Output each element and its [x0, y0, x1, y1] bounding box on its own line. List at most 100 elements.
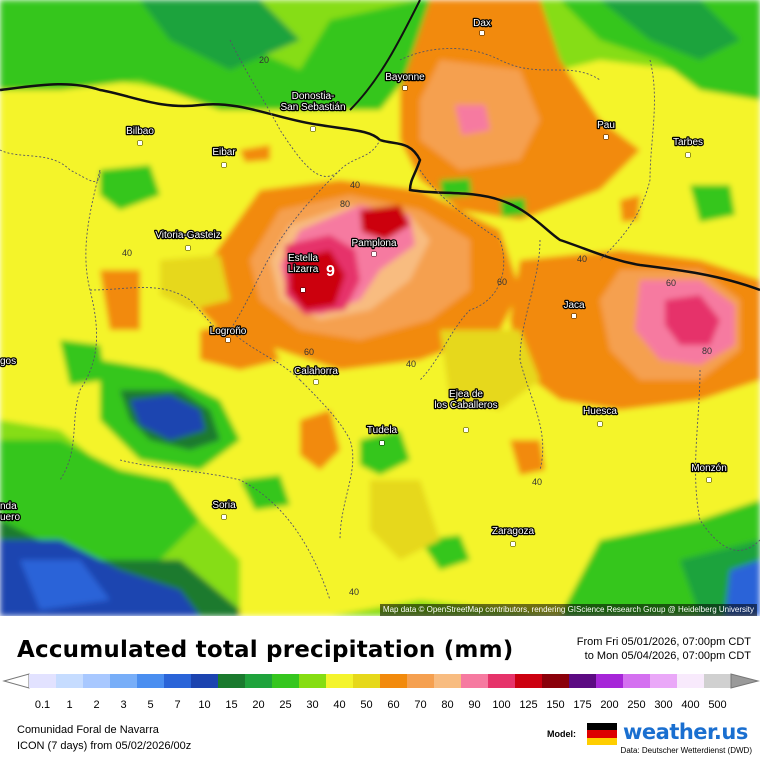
- contour-label: 60: [304, 347, 314, 357]
- scale-swatch: [353, 674, 381, 688]
- city-marker: [706, 477, 712, 483]
- scale-swatch: [218, 674, 246, 688]
- scale-tick-label: 0.1: [35, 699, 50, 711]
- city-label: Pau: [597, 120, 615, 131]
- city-label: Estella Lizarra: [288, 253, 319, 275]
- contour-label: 40: [350, 180, 360, 190]
- scale-swatch: [272, 674, 300, 688]
- scale-tick-label: 5: [147, 699, 153, 711]
- city-label: Dax: [473, 18, 491, 29]
- map-attribution: Map data © OpenStreetMap contributors, r…: [379, 604, 757, 616]
- scale-tick-label: 200: [600, 699, 618, 711]
- contour-label: 60: [666, 278, 676, 288]
- contour-label: 40: [349, 587, 359, 597]
- city-label: Jaca: [563, 300, 585, 311]
- city-marker: [597, 421, 603, 427]
- city-marker: [225, 337, 231, 343]
- scale-swatch: [569, 674, 597, 688]
- scale-swatch: [110, 674, 138, 688]
- scale-tick-label: 3: [120, 699, 126, 711]
- model-run: ICON (7 days) from 05/02/2026/00z: [17, 740, 192, 752]
- city-marker: [510, 541, 516, 547]
- scale-tick-label: 2: [93, 699, 99, 711]
- model-label: Model:: [547, 729, 576, 739]
- scale-swatch: [488, 674, 516, 688]
- city-marker: [221, 162, 227, 168]
- scale-tick-label: 80: [441, 699, 453, 711]
- precipitation-map[interactable]: 20 40 80 40 60 40 60 80 60 40 40 40 9 Da…: [0, 0, 760, 616]
- scale-tick-label: 1: [66, 699, 72, 711]
- city-label: Monzón: [691, 463, 727, 474]
- scale-tick-label: 50: [360, 699, 372, 711]
- map-canvas: 20 40 80 40 60 40 60 80 60 40 40 40 9 Da…: [0, 0, 760, 616]
- scale-swatch: [542, 674, 570, 688]
- city-label: Ejea de los Caballeros: [434, 389, 497, 411]
- city-marker: [371, 251, 377, 257]
- period-from: From Fri 05/01/2026, 07:00pm CDT: [576, 636, 751, 648]
- scale-swatch: [83, 674, 111, 688]
- city-marker: [479, 30, 485, 36]
- scale-tick-label: 175: [573, 699, 591, 711]
- scale-tick-label: 300: [654, 699, 672, 711]
- city-label: Bayonne: [385, 72, 425, 83]
- city-label: Eibar: [212, 147, 236, 158]
- city-labels: Dax Bayonne Donostia-San Sebastián Bilbao Ei…: [0, 17, 728, 547]
- scale-swatch: [245, 674, 273, 688]
- contour-label: 40: [532, 477, 542, 487]
- city-marker: [137, 140, 143, 146]
- contour-labels: 20 40 80 40 60 40 60 80 60 40 40 40: [122, 55, 712, 597]
- city-label: Huesca: [583, 406, 617, 417]
- brand-name: weather.: [623, 720, 722, 744]
- city-label: nda uero: [0, 501, 20, 523]
- scale-tick-label: 400: [681, 699, 699, 711]
- contour-label: 80: [702, 346, 712, 356]
- brand-logo[interactable]: weather.us: [623, 720, 748, 744]
- scale-tick-label: 30: [306, 699, 318, 711]
- brand-suffix: us: [721, 720, 748, 744]
- scale-arrow-left: [2, 673, 30, 689]
- germany-flag-icon: [587, 723, 617, 745]
- contour-label: 40: [406, 359, 416, 369]
- city-label: gos: [0, 356, 16, 367]
- contour-label: 20: [259, 55, 269, 65]
- contour-label: 40: [577, 254, 587, 264]
- contour-label: 40: [122, 248, 132, 258]
- contour-label: 80: [340, 199, 350, 209]
- contour-label: 60: [497, 277, 507, 287]
- scale-swatch: [434, 674, 462, 688]
- city-marker: [185, 245, 191, 251]
- scale-swatch: [461, 674, 489, 688]
- time-period: From Fri 05/01/2026, 07:00pm CDT to Mon …: [577, 635, 751, 663]
- city-marker: [402, 85, 408, 91]
- scale-swatch: [164, 674, 192, 688]
- city-label: Bilbao: [126, 126, 154, 137]
- city-marker: [571, 313, 577, 319]
- scale-swatch: [380, 674, 408, 688]
- scale-swatch: [407, 674, 435, 688]
- precip-fields: [0, 0, 760, 616]
- scale-swatch: [137, 674, 165, 688]
- scale-swatch: [29, 674, 57, 688]
- scale-tick-label: 10: [198, 699, 210, 711]
- scale-swatch: [56, 674, 84, 688]
- chart-title: Accumulated total precipitation (mm): [17, 637, 514, 663]
- scale-tick-label: 250: [627, 699, 645, 711]
- city-marker: [313, 379, 319, 385]
- scale-swatch: [299, 674, 327, 688]
- city-label: Pamplona: [351, 238, 396, 249]
- scale-tick-label: 150: [546, 699, 564, 711]
- city-marker: [379, 440, 385, 446]
- scale-tick-label: 500: [708, 699, 726, 711]
- city-label: Tudela: [367, 425, 398, 436]
- scale-tick-label: 70: [414, 699, 426, 711]
- city-label: Zaragoza: [492, 526, 535, 537]
- scale-swatch: [596, 674, 624, 688]
- city-label: Soria: [212, 500, 236, 511]
- city-marker: [463, 427, 469, 433]
- city-marker: [603, 134, 609, 140]
- scale-tick-label: 7: [174, 699, 180, 711]
- region-name: Comunidad Foral de Navarra: [17, 724, 159, 736]
- scale-tick-label: 25: [279, 699, 291, 711]
- city-marker: [310, 126, 316, 132]
- scale-tick-label: 100: [492, 699, 510, 711]
